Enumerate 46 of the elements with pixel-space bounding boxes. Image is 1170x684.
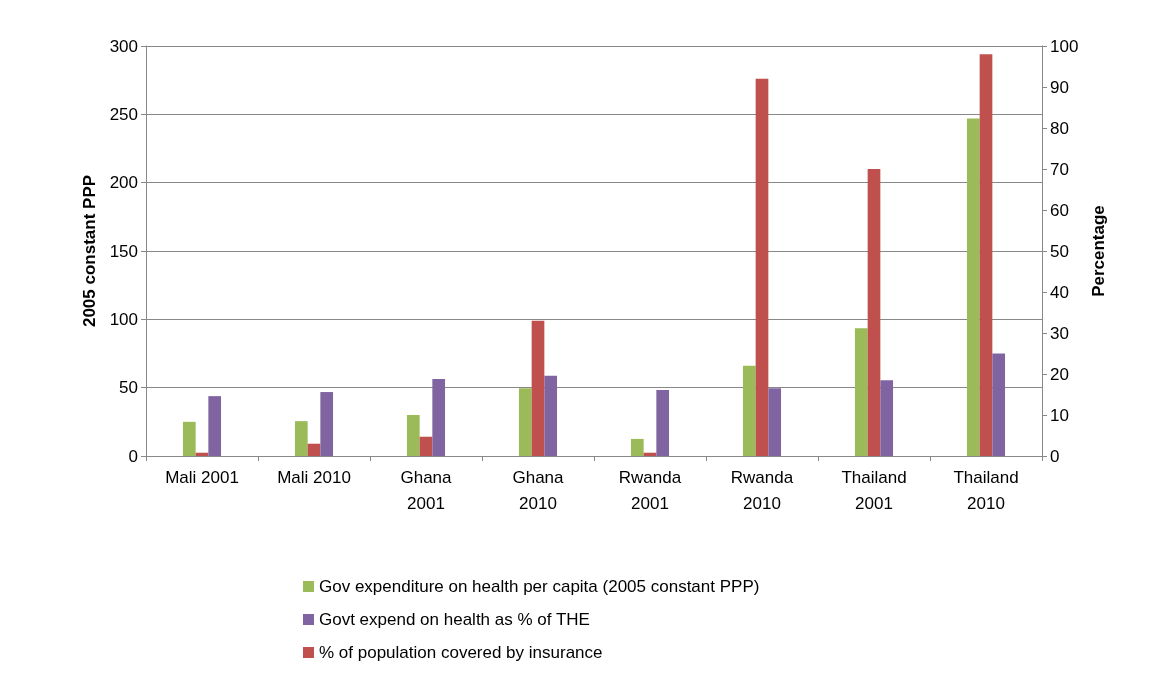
bar — [432, 378, 446, 456]
bar — [630, 438, 644, 456]
x-tick-label: Ghana 2010 — [512, 467, 565, 513]
bar — [755, 78, 769, 456]
bar — [182, 421, 196, 456]
bar — [880, 380, 894, 456]
y2-tick-label: 90 — [1050, 77, 1069, 97]
legend-label: Gov expenditure on health per capita (2005 constant PPP) — [319, 577, 760, 596]
y-tick-label: 200 — [109, 173, 138, 193]
y2-tick-label: 20 — [1050, 364, 1069, 384]
y-tick-label: 0 — [128, 446, 138, 466]
y2-tick-label: 0 — [1050, 446, 1060, 466]
x-tick-label: Thailand 2001 — [841, 467, 907, 513]
y2-tick-label: 10 — [1050, 405, 1069, 425]
y2-tick-label: 100 — [1050, 36, 1079, 56]
x-tick-label: Thailand 2010 — [953, 467, 1019, 513]
bar — [867, 169, 881, 456]
y2-tick-label: 40 — [1050, 282, 1069, 302]
y-tick-label: 300 — [109, 36, 138, 56]
y2-tick-label: 60 — [1050, 200, 1069, 220]
bar — [544, 375, 558, 456]
y2-tick-label: 50 — [1050, 241, 1069, 261]
y-tick-label: 150 — [109, 241, 138, 261]
x-tick-label: Mali 2001 — [165, 467, 239, 487]
bar — [320, 392, 334, 456]
bar — [742, 365, 756, 456]
bar — [992, 353, 1006, 456]
y2-tick-label: 30 — [1050, 323, 1069, 343]
x-tick-label: Rwanda 2010 — [730, 467, 794, 513]
legend-label: Govt expend on health as % of THE — [319, 610, 590, 629]
legend-label: % of population covered by insurance — [319, 643, 603, 662]
bar — [406, 415, 420, 456]
bar — [768, 388, 782, 456]
y2-tick-label: 70 — [1050, 159, 1069, 179]
y-tick-label: 100 — [109, 309, 138, 329]
bar — [294, 421, 308, 456]
y-tick-label: 250 — [109, 104, 138, 124]
bar — [656, 389, 670, 456]
y-axis-title: 2005 constant PPP — [80, 174, 99, 328]
bar — [208, 396, 222, 456]
y2-axis-title: Percentage — [1089, 205, 1108, 297]
x-tick-label: Mali 2010 — [277, 467, 351, 487]
x-tick-label: Rwanda 2001 — [618, 467, 682, 513]
x-tick-label: Ghana 2001 — [400, 467, 453, 513]
y-tick-label: 50 — [119, 378, 138, 398]
y2-tick-label: 80 — [1050, 118, 1069, 138]
